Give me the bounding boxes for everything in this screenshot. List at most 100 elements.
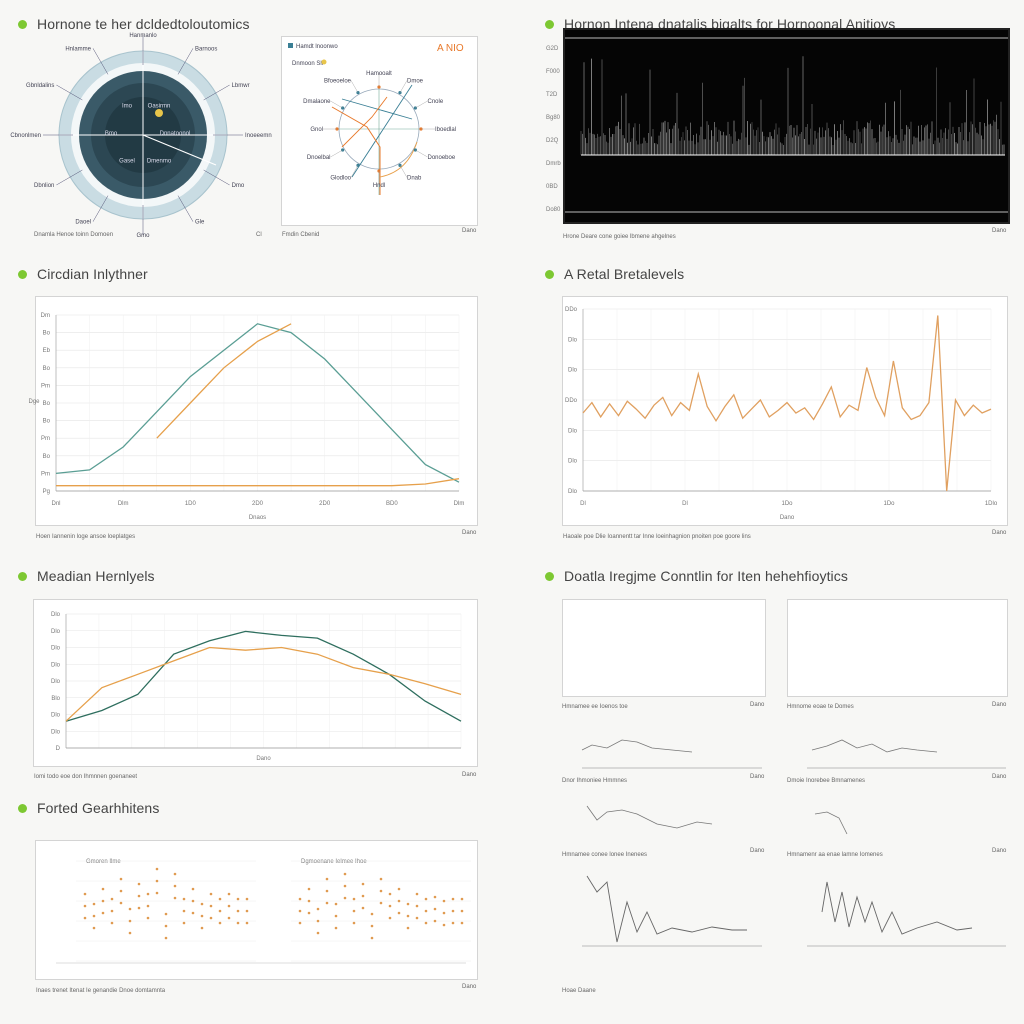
compass-chart: Hamdt lnoonwo Dnmoon Sll A NIO Hamooalt D… bbox=[288, 43, 464, 195]
scatter-point bbox=[370, 912, 374, 916]
scatter-point bbox=[325, 889, 329, 893]
scatter-point bbox=[155, 879, 159, 883]
radial-label: Gbnldalins bbox=[26, 83, 54, 89]
scatter-point bbox=[334, 914, 338, 918]
radial-inner-label: Gasel bbox=[119, 159, 135, 165]
compass-label: Dnoelbal bbox=[307, 155, 331, 161]
small-line-5 bbox=[582, 875, 762, 947]
small-line-3 bbox=[586, 805, 713, 829]
meadian-panel: D Dlo Dlo Blo Dlo Dlo Dlo Dlo Dlo Dano bbox=[33, 599, 478, 767]
caption: Hrone Deare cone goiee lbmene ahgelnes bbox=[563, 234, 676, 240]
x-tick: Dl bbox=[682, 501, 688, 507]
scatter-point bbox=[307, 899, 311, 903]
scatter-point bbox=[433, 895, 437, 899]
caption-tag: Dano bbox=[750, 848, 765, 854]
scatter-point bbox=[325, 877, 329, 881]
compass-point bbox=[398, 91, 402, 95]
compass-point bbox=[377, 85, 381, 89]
compass-leader bbox=[350, 80, 359, 93]
compass-leader bbox=[415, 100, 428, 109]
radial-marker bbox=[155, 109, 163, 117]
small-chart-1 bbox=[563, 600, 765, 696]
compass-leader bbox=[350, 165, 359, 178]
x-tick: Dnl bbox=[51, 501, 60, 507]
scatter-point bbox=[352, 921, 356, 925]
scatter-point bbox=[415, 892, 419, 896]
scatter-point bbox=[433, 907, 437, 911]
wave-y-tick: D2Q bbox=[546, 138, 559, 144]
section-title-forted: Forted Gearhhitens bbox=[18, 800, 159, 816]
y-tick: Bo bbox=[43, 331, 51, 337]
compass-legend: Hamdt lnoonwo bbox=[296, 44, 338, 50]
section-title-retal: A Retal Bretalevels bbox=[545, 266, 684, 282]
x-tick: Dlm bbox=[118, 501, 129, 507]
bullet-icon bbox=[545, 19, 554, 29]
caption-tag: Dano bbox=[462, 530, 477, 536]
circadian-chart: Pg Pm Bo Pm Bo Bo Pm Bo Eb Bo Dm Dnl Dlm 1D0 2D0 2D0 BD0… bbox=[28, 313, 464, 521]
scatter-point bbox=[200, 902, 204, 906]
compass-leader bbox=[399, 165, 408, 178]
radial-label: Cbnonlmen bbox=[10, 133, 41, 139]
scatter-point bbox=[397, 887, 401, 891]
scatter-point bbox=[424, 909, 428, 913]
meadian-chart: D Dlo Dlo Blo Dlo Dlo Dlo Dlo Dlo Dano bbox=[51, 612, 462, 762]
caption: Hoae Daane bbox=[562, 988, 596, 994]
caption-tag: Dano bbox=[992, 228, 1007, 234]
scatter-point bbox=[415, 904, 419, 908]
bullet-icon bbox=[545, 571, 554, 581]
compass-label: Gnol bbox=[310, 127, 323, 133]
scatter-point bbox=[173, 884, 177, 888]
caption-tag: Dano bbox=[992, 702, 1007, 708]
wave-y-tick: T2D bbox=[546, 92, 558, 98]
scatter-point bbox=[307, 887, 311, 891]
scatter-point bbox=[164, 936, 168, 940]
scatter-point bbox=[352, 897, 356, 901]
wave-y-tick: Bg80 bbox=[546, 115, 561, 121]
scatter-point bbox=[460, 897, 464, 901]
scatter-point bbox=[101, 899, 105, 903]
section-title-meadian: Meadian Hernlyels bbox=[18, 568, 155, 584]
caption-tag: Dano bbox=[750, 774, 765, 780]
radial-leader bbox=[92, 195, 109, 222]
compass-label: Bfoeoeloe bbox=[324, 79, 352, 85]
caption: Hmnamee conee lonee Inenees bbox=[562, 852, 648, 858]
scatter-point bbox=[343, 896, 347, 900]
y-tick: Dlo bbox=[51, 729, 61, 735]
scatter-point bbox=[460, 909, 464, 913]
compass-point bbox=[341, 148, 345, 152]
compass-label: Cnole bbox=[427, 99, 443, 105]
small-line-1 bbox=[581, 739, 762, 769]
scatter-point bbox=[209, 916, 213, 920]
y-tick: Bo bbox=[43, 454, 51, 460]
section-title-doatla: Doatla Iregjme Conntlin for Iten hehehfi… bbox=[545, 568, 848, 584]
forted-chart: Gmoren Ilme Dgmoenane Ielmee Ihoe bbox=[56, 859, 471, 964]
scatter-point bbox=[110, 897, 114, 901]
scatter-point bbox=[128, 907, 132, 911]
scatter-point bbox=[218, 897, 222, 901]
y-tick: DDo bbox=[565, 398, 578, 404]
caption: Dmoie Inorebee Bmnamenes bbox=[787, 778, 866, 784]
caption-tag: Dano bbox=[750, 702, 765, 708]
radial-leader bbox=[56, 84, 83, 101]
y-tick: D bbox=[56, 746, 61, 752]
caption: Hmnome eoae te Domes bbox=[787, 704, 854, 710]
x-axis-label: Dano bbox=[256, 756, 271, 762]
scatter-point bbox=[406, 914, 410, 918]
scatter-point bbox=[397, 911, 401, 915]
scatter-point bbox=[388, 892, 392, 896]
scatter-point bbox=[298, 897, 302, 901]
series-line bbox=[65, 630, 462, 722]
caption-tag: Dano bbox=[462, 772, 477, 778]
scatter-point bbox=[424, 897, 428, 901]
series-line bbox=[156, 323, 292, 439]
scatter-point bbox=[200, 914, 204, 918]
scatter-point bbox=[397, 899, 401, 903]
scatter-point bbox=[92, 902, 96, 906]
scatter-point bbox=[460, 921, 464, 925]
scatter-point bbox=[83, 916, 87, 920]
radial-inner-label: Imo bbox=[122, 103, 133, 109]
waveform-y-axis: G2D F000 T2D Bg80 D2Q Dmrb 0BD Do80 bbox=[546, 46, 561, 213]
radial-leader bbox=[203, 169, 230, 186]
compass-point bbox=[356, 91, 360, 95]
scatter-point bbox=[316, 919, 320, 923]
